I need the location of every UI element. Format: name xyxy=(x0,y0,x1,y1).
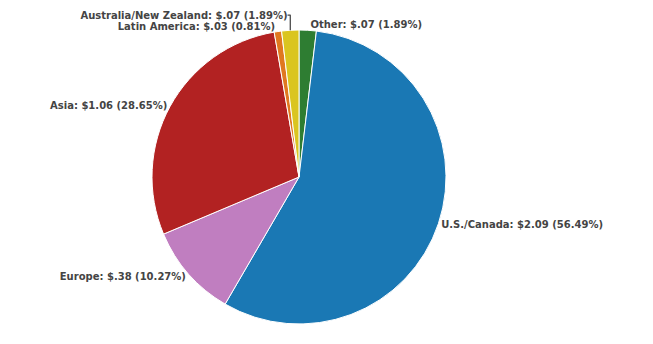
svg-text:Australia/New Zealand: $.07 (1: Australia/New Zealand: $.07 (1.89%) xyxy=(80,10,287,21)
svg-text:Europe: $.38 (10.27%): Europe: $.38 (10.27%) xyxy=(60,271,186,282)
svg-text:Other: $.07 (1.89%): Other: $.07 (1.89%) xyxy=(310,19,422,30)
svg-text:Latin America: $.03 (0.81%): Latin America: $.03 (0.81%) xyxy=(118,21,275,32)
svg-text:Asia: $1.06 (28.65%): Asia: $1.06 (28.65%) xyxy=(50,100,167,111)
svg-text:U.S./Canada: $2.09 (56.49%): U.S./Canada: $2.09 (56.49%) xyxy=(441,219,603,230)
